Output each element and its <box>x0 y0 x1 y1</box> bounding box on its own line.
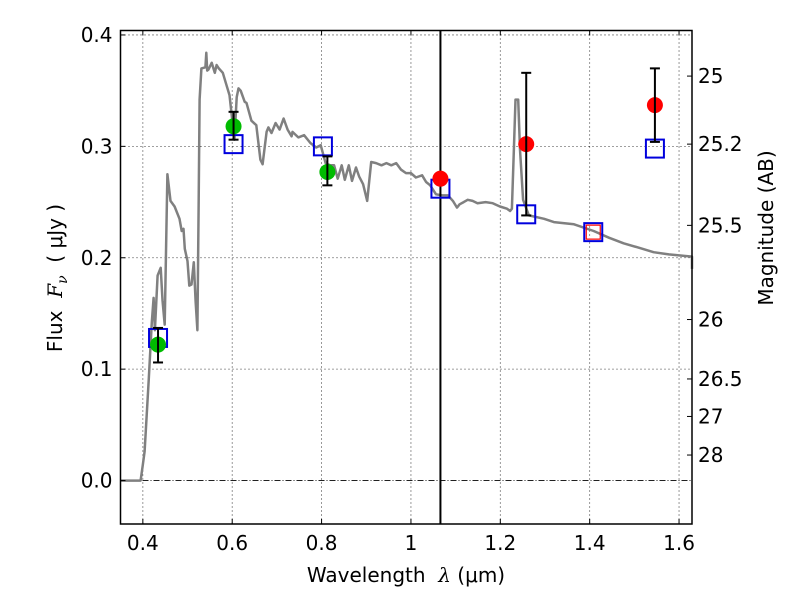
x-tick-label: 0.6 <box>216 531 248 555</box>
y2-tick-label: 25.5 <box>698 213 743 237</box>
x-tick-label: 1 <box>405 531 418 555</box>
highlight-square <box>585 224 601 240</box>
x-tick-label: 0.4 <box>127 531 159 555</box>
plot-frame <box>119 29 693 525</box>
y2-tick-label: 27 <box>698 404 723 428</box>
y2-tick-label: 26.5 <box>698 367 743 391</box>
y2-tick-label: 25 <box>698 64 723 88</box>
x-axis-label: Wavelength λ (μm) <box>307 563 505 587</box>
x-axis-label-prefix: Wavelength <box>307 563 438 587</box>
y-axis-label: Flux Fν ( μJy ) <box>43 204 71 352</box>
model-photometry-square <box>583 222 604 243</box>
x-tick-label: 0.8 <box>306 531 338 555</box>
y-tick-label: 0.1 <box>81 357 113 381</box>
y2-axis-label: Magnitude (AB) <box>754 150 778 305</box>
y-tick-label: 0.4 <box>81 23 113 47</box>
points-layer <box>148 67 665 364</box>
x-tick-label: 1.2 <box>484 531 516 555</box>
observed-infrared-point <box>432 170 449 187</box>
y-axis-label-subscript: ν <box>55 275 71 284</box>
spectrum-layer <box>120 51 694 482</box>
y-axis-label-prefix: Flux <box>43 298 67 352</box>
x-tick-label: 1.4 <box>574 531 606 555</box>
y-axis-label-symbol: F <box>43 283 67 299</box>
y-tick-label: 0.0 <box>81 469 113 493</box>
y2-tick-label: 28 <box>698 443 723 467</box>
y-tick-label: 0.3 <box>81 134 113 158</box>
x-axis-label-suffix: (μm) <box>451 563 505 587</box>
model-spectrum-line <box>120 51 694 482</box>
y2-tick-label: 26 <box>698 308 723 332</box>
y-tick-label: 0.2 <box>81 246 113 270</box>
ticks-layer: 0.4 0.6 0.8 1 1.2 1.4 1.6 0.0 0.1 0.2 0.3 0.4 25 25.2… <box>81 23 743 555</box>
grid <box>120 30 692 524</box>
y-axis-label-suffix: ( μJy ) <box>43 204 67 276</box>
model-photometry-square <box>312 136 333 157</box>
x-tick-label: 1.6 <box>663 531 695 555</box>
x-axis-label-symbol: λ <box>437 563 451 587</box>
y2-tick-label: 25.2 <box>698 132 743 156</box>
